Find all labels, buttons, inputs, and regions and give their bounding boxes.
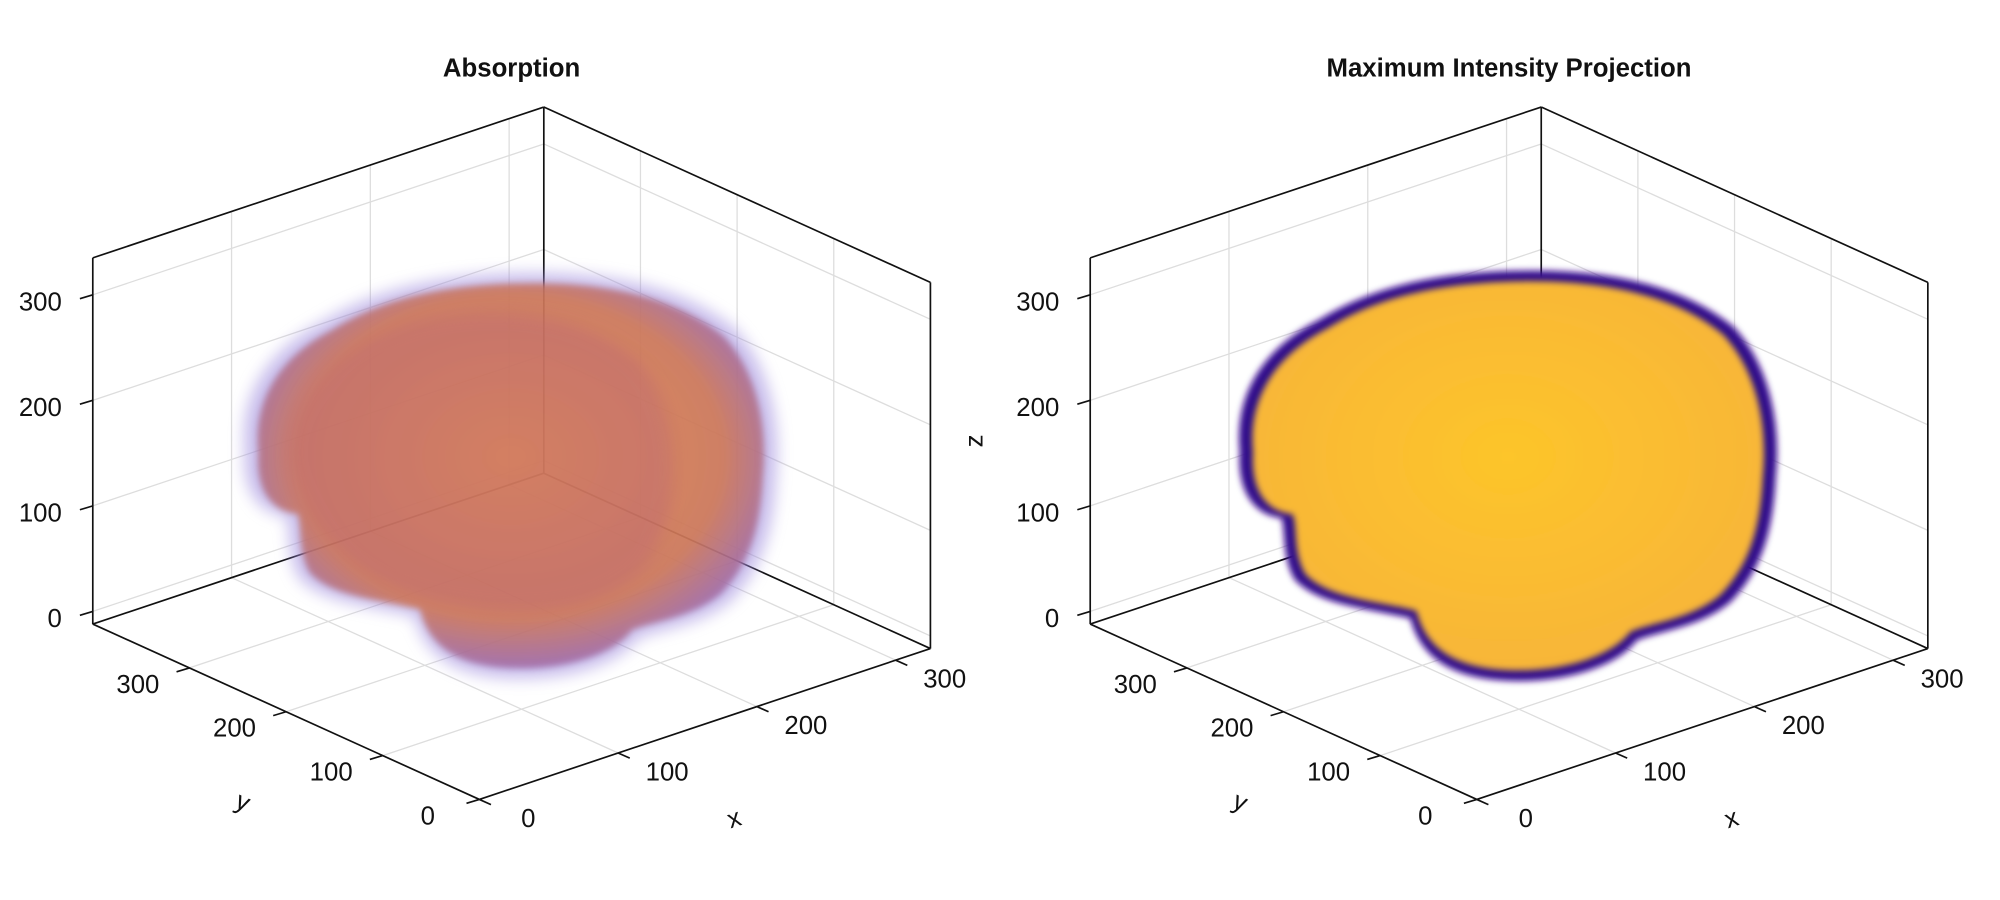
tick-mark xyxy=(1077,505,1091,511)
tick-mark xyxy=(1892,659,1906,667)
volume-render xyxy=(1238,270,1778,682)
x-tick-label: 200 xyxy=(784,712,827,740)
z-tick-label: 100 xyxy=(19,500,62,528)
x-tick-label: 200 xyxy=(1782,712,1825,740)
tick-mark xyxy=(617,752,631,759)
y-tick-label: 300 xyxy=(1114,671,1157,699)
z-tick-label: 300 xyxy=(19,289,62,317)
volume-lobe xyxy=(289,311,673,611)
x-tick-label: 300 xyxy=(923,666,966,694)
tick-mark xyxy=(369,754,383,761)
axis-edge xyxy=(92,623,480,801)
x-tick-label: 300 xyxy=(1921,666,1964,694)
tick-mark xyxy=(1754,705,1767,713)
tick-mark xyxy=(1270,710,1284,717)
y-tick-label: 0 xyxy=(1418,802,1432,830)
tick-mark xyxy=(176,667,190,673)
x-axis-label: x xyxy=(724,804,745,835)
z-tick-label: 0 xyxy=(1045,605,1059,633)
grid-line xyxy=(382,604,834,757)
z-tick-label: 100 xyxy=(1016,500,1059,528)
y-tick-label: 300 xyxy=(116,671,159,699)
axis-edge xyxy=(1476,647,1929,801)
grid-line xyxy=(543,143,931,320)
grid-line xyxy=(92,143,545,296)
tick-mark xyxy=(895,659,908,667)
x-axis-label: x xyxy=(1721,804,1742,835)
tick-mark xyxy=(479,798,492,806)
panel: 0 100 200 300 0 100 200 300 0 100 200 300 Maximum In… xyxy=(960,54,1963,834)
y-axis-label: y xyxy=(1229,787,1252,818)
panel: 0 100 200 300 0 100 200 300 0 100 200 300 Absorption… xyxy=(19,54,966,834)
x-tick-label: 0 xyxy=(1519,805,1533,833)
tick-mark xyxy=(1463,798,1478,805)
z-tick-label: 200 xyxy=(1016,394,1059,422)
tick-mark xyxy=(79,610,94,617)
x-tick-label: 100 xyxy=(646,758,689,786)
x-tick-label: 100 xyxy=(1643,758,1686,786)
z-tick-label: 300 xyxy=(1016,289,1059,317)
tick-mark xyxy=(756,705,769,713)
x-tick-label: 0 xyxy=(521,805,535,833)
tick-mark xyxy=(1077,294,1091,300)
z-tick-label: 200 xyxy=(19,394,62,422)
axis-edge xyxy=(1540,106,1929,284)
tick-mark xyxy=(79,399,94,406)
y-tick-label: 100 xyxy=(310,758,353,786)
axis-edge xyxy=(543,106,931,284)
tick-mark xyxy=(79,505,94,511)
axis-edge xyxy=(92,106,545,259)
tick-mark xyxy=(1077,610,1091,617)
axis-edge xyxy=(479,647,931,801)
tick-mark xyxy=(466,798,480,805)
grid-line xyxy=(1379,604,1832,757)
chart-title: Maximum Intensity Projection xyxy=(1327,54,1692,82)
y-tick-label: 200 xyxy=(213,715,256,743)
tick-mark xyxy=(1476,798,1489,806)
grid-line xyxy=(1090,143,1542,296)
y-tick-label: 100 xyxy=(1307,758,1350,786)
axis-edge xyxy=(1089,106,1542,259)
y-tick-label: 0 xyxy=(421,802,435,830)
z-tick-label: 0 xyxy=(48,605,62,633)
tick-mark xyxy=(1367,754,1381,761)
z-axis-label: z xyxy=(960,435,988,448)
y-tick-label: 200 xyxy=(1210,715,1253,743)
grid-line xyxy=(1540,143,1929,320)
chart-title: Absorption xyxy=(443,54,580,82)
tick-mark xyxy=(1173,667,1188,673)
tick-mark xyxy=(1615,752,1628,759)
tick-mark xyxy=(1077,399,1091,406)
volume-render xyxy=(244,273,778,679)
tick-mark xyxy=(272,710,287,717)
tick-mark xyxy=(79,294,94,300)
volume-body xyxy=(1252,281,1764,671)
y-axis-label: y xyxy=(231,787,254,818)
